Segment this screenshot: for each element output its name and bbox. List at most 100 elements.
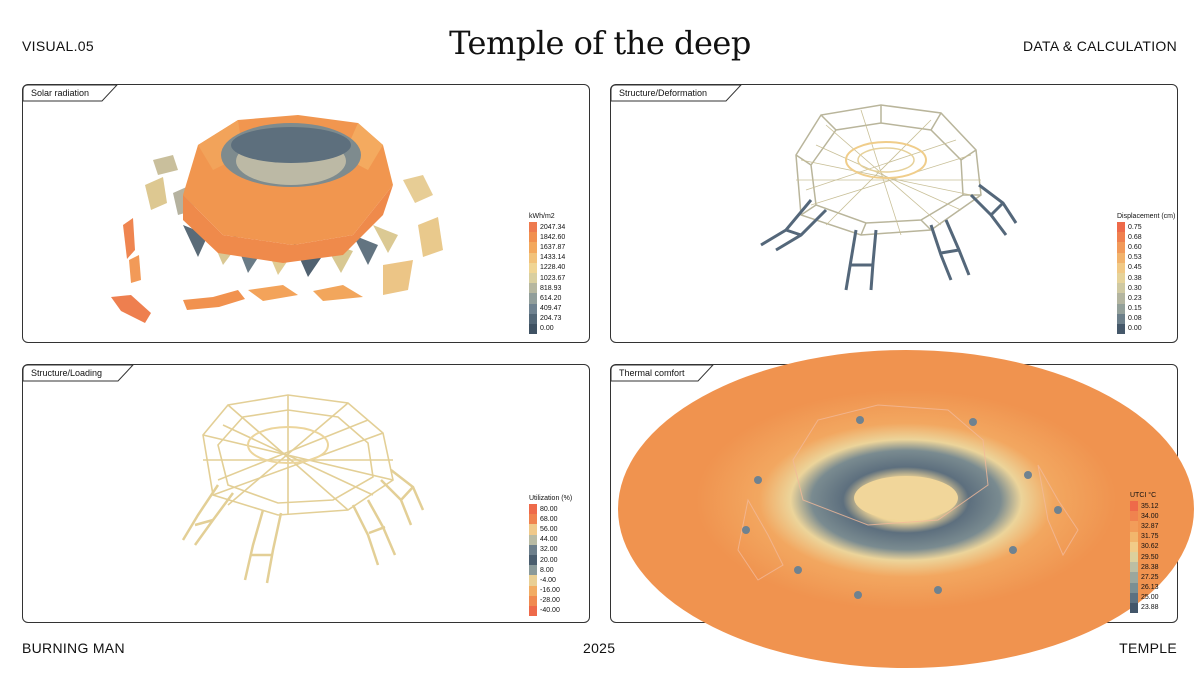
deformation-legend-swatch bbox=[1117, 272, 1125, 284]
solar-legend-value: 818.93 bbox=[540, 284, 562, 292]
loading-legend-value: 32.00 bbox=[540, 546, 558, 554]
solar-legend-swatch bbox=[529, 283, 537, 294]
solar-legend-swatch bbox=[529, 272, 537, 284]
solar-radiation-panel: kWh/m2 2047.34 1842.60 1637.87 1433.14 1228.… bbox=[22, 84, 590, 343]
deformation-legend-value: 0.53 bbox=[1128, 254, 1142, 262]
section-label: DATA & CALCULATION bbox=[1023, 38, 1177, 54]
solar-radiation-label: Solar radiation bbox=[31, 88, 90, 98]
solar-legend-value: 1637.87 bbox=[540, 243, 566, 251]
loading-legend-swatch bbox=[529, 504, 537, 515]
thermal-legend-swatch bbox=[1130, 511, 1138, 522]
thermal-legend-row: 25.00 bbox=[1130, 592, 1159, 603]
solar-legend-value: 1842.60 bbox=[540, 233, 566, 241]
loading-legend-title: Utilization (%) bbox=[529, 495, 573, 502]
thermal-legend-swatch bbox=[1130, 562, 1138, 573]
solar-legend-value: 0.00 bbox=[540, 325, 554, 333]
solar-legend-value: 1023.67 bbox=[540, 274, 566, 282]
event-label: BURNING MAN bbox=[22, 640, 125, 656]
loading-legend-row: 8.00 bbox=[529, 565, 572, 576]
solar-legend-row: 1433.14 bbox=[529, 252, 565, 263]
deformation-legend-swatch bbox=[1117, 323, 1125, 335]
thermal-legend-swatch bbox=[1130, 551, 1138, 563]
thermal-legend-row: 23.88 bbox=[1130, 602, 1159, 614]
thermal-legend-swatch bbox=[1130, 582, 1138, 593]
solar-radiation-render bbox=[111, 115, 443, 323]
deformation-legend-swatch bbox=[1117, 303, 1125, 314]
loading-legend-row: 20.00 bbox=[529, 554, 572, 566]
visual-number: VISUAL.05 bbox=[22, 38, 94, 54]
deformation-legend-swatch bbox=[1117, 242, 1125, 253]
deformation-legend-swatch bbox=[1117, 252, 1125, 263]
solar-legend-row: 1637.87 bbox=[529, 242, 566, 253]
solar-legend-row: 1023.67 bbox=[529, 272, 566, 284]
loading-legend-row: 80.00 bbox=[529, 504, 572, 515]
thermal-legend-value: 23.88 bbox=[1141, 604, 1159, 612]
thermal-legend-row: 34.00 bbox=[1130, 511, 1159, 522]
loading-legend-row: -16.00 bbox=[529, 585, 572, 596]
thermal-legend-swatch bbox=[1130, 531, 1138, 542]
loading-legend-value: 80.00 bbox=[540, 505, 558, 513]
loading-legend-value: 8.00 bbox=[540, 566, 554, 574]
loading-panel: Utilization (%) 80.00 68.00 56.00 44.00 32.0… bbox=[22, 364, 590, 623]
solar-legend-swatch bbox=[529, 303, 537, 314]
thermal-legend-swatch bbox=[1130, 541, 1138, 552]
solar-legend-title: kWh/m2 bbox=[529, 213, 555, 220]
loading-legend-swatch bbox=[529, 524, 537, 535]
solar-legend-swatch bbox=[529, 242, 537, 253]
page-title: Temple of the deep bbox=[449, 24, 751, 62]
loading-label: Structure/Loading bbox=[31, 368, 103, 378]
solar-legend-row: 0.00 bbox=[529, 323, 565, 335]
loading-legend-row: 68.00 bbox=[529, 514, 572, 525]
thermal-legend-swatch bbox=[1130, 501, 1138, 512]
solar-legend-swatch bbox=[529, 323, 537, 335]
loading-legend-row: 56.00 bbox=[529, 524, 572, 535]
deformation-tab[interactable]: Structure/Deformation bbox=[610, 84, 742, 102]
deformation-legend-swatch bbox=[1117, 313, 1125, 324]
thermal-legend-row: 29.50 bbox=[1130, 551, 1159, 563]
thermal-legend-swatch bbox=[1130, 521, 1138, 532]
loading-legend-row: 32.00 bbox=[529, 544, 572, 555]
deformation-legend-value: 0.15 bbox=[1128, 305, 1142, 313]
solar-legend-row: 614.20 bbox=[529, 293, 565, 304]
deformation-legend-row: 0.08 bbox=[1117, 313, 1175, 324]
loading-legend: Utilization (%) 80.00 68.00 56.00 44.00 32.0… bbox=[529, 495, 573, 617]
deformation-legend-swatch bbox=[1117, 262, 1125, 273]
solar-legend-swatch bbox=[529, 262, 537, 273]
deformation-legend-swatch bbox=[1117, 293, 1125, 304]
thermal-legend-value: 30.62 bbox=[1141, 543, 1159, 551]
loading-tab[interactable]: Structure/Loading bbox=[22, 364, 134, 382]
deformation-legend-swatch bbox=[1117, 232, 1125, 243]
loading-legend-row: -28.00 bbox=[529, 595, 572, 606]
deformation-render bbox=[760, 104, 1018, 291]
year-label: 2025 bbox=[583, 640, 616, 656]
thermal-legend-swatch bbox=[1130, 602, 1138, 614]
thermal-legend-row: 35.12 bbox=[1130, 501, 1159, 512]
deformation-legend-value: 0.23 bbox=[1128, 294, 1142, 302]
deformation-legend-value: 0.38 bbox=[1128, 274, 1142, 282]
solar-legend-row: 818.93 bbox=[529, 283, 565, 294]
loading-legend-swatch bbox=[529, 585, 537, 596]
loading-legend-swatch bbox=[529, 534, 537, 545]
deformation-legend-value: 0.75 bbox=[1128, 223, 1142, 231]
loading-legend-value: -16.00 bbox=[540, 587, 560, 595]
solar-legend-swatch bbox=[529, 232, 537, 243]
solar-legend-row: 204.73 bbox=[529, 313, 565, 324]
solar-legend-swatch bbox=[529, 252, 537, 263]
solar-legend-row: 1842.60 bbox=[529, 232, 566, 243]
deformation-legend-title: Displacement (cm) bbox=[1117, 213, 1176, 220]
loading-render bbox=[181, 394, 425, 584]
deformation-legend-value: 0.30 bbox=[1128, 284, 1142, 292]
thermal-tab[interactable]: Thermal comfort bbox=[610, 364, 714, 382]
thermal-legend-value: 32.87 bbox=[1141, 522, 1159, 530]
solar-legend-row: 2047.34 bbox=[529, 222, 565, 233]
loading-legend-value: 68.00 bbox=[540, 515, 558, 523]
solar-radiation-tab[interactable]: Solar radiation bbox=[22, 84, 118, 102]
deformation-legend-value: 0.08 bbox=[1128, 315, 1142, 323]
deformation-legend-row: 0.00 bbox=[1117, 323, 1175, 335]
thermal-legend-value: 26.13 bbox=[1141, 584, 1159, 592]
deformation-legend-value: 0.00 bbox=[1128, 325, 1142, 333]
deformation-legend-swatch bbox=[1117, 283, 1125, 294]
loading-legend-value: -28.00 bbox=[540, 597, 560, 605]
deformation-legend-row: 0.30 bbox=[1117, 283, 1175, 294]
solar-legend-value: 204.73 bbox=[540, 315, 562, 323]
